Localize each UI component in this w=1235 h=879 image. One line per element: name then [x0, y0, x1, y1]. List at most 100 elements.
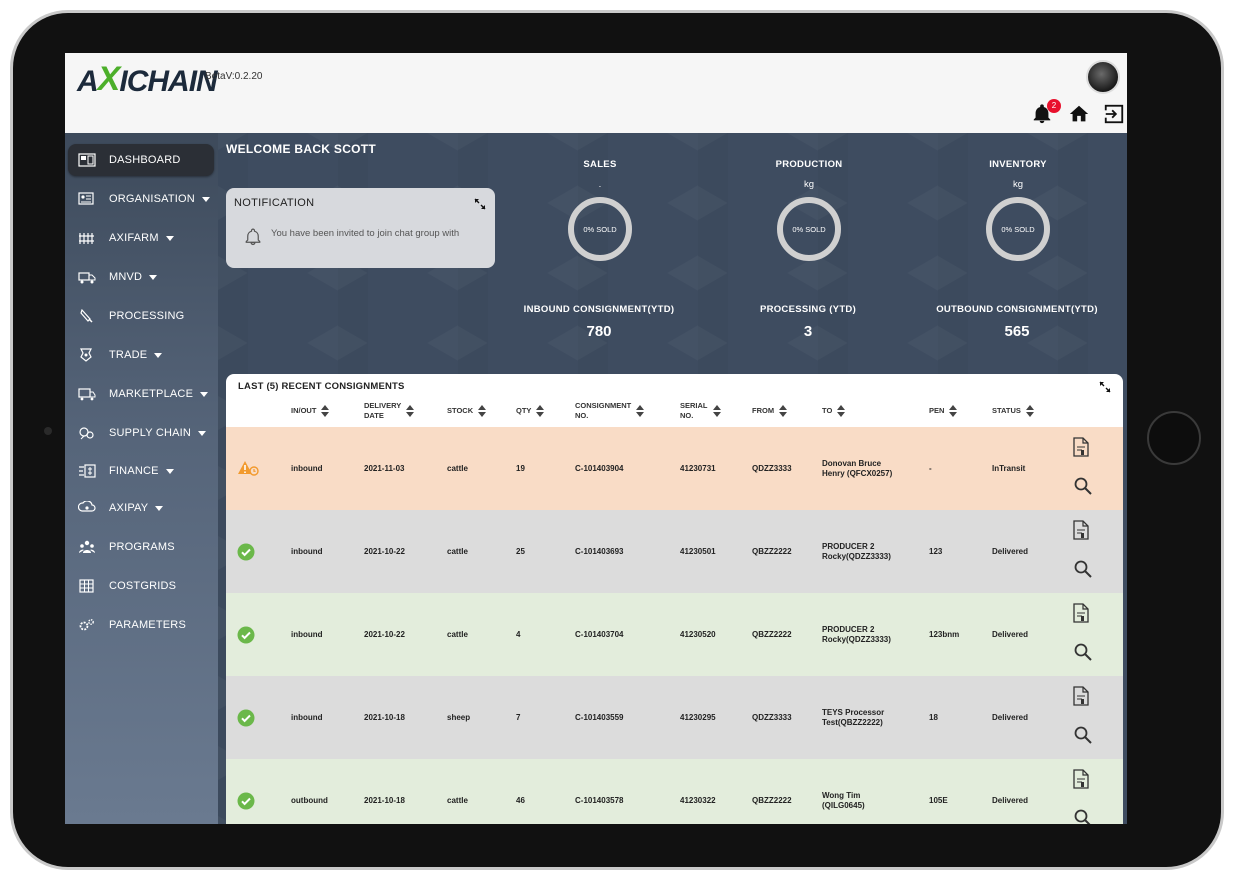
column-header-inout[interactable]: IN/OUT: [291, 405, 330, 417]
column-header-serial-no[interactable]: SERIAL NO.: [680, 401, 721, 421]
cell-pen: 123: [929, 546, 943, 556]
sidebar-item-dashboard[interactable]: DASHBOARD: [68, 144, 214, 176]
header-label: SERIAL NO.: [680, 401, 708, 421]
cell-to-line: Henry (QFCX0257): [822, 468, 893, 478]
warning-icon: [237, 460, 259, 478]
header-label: IN/OUT: [291, 406, 317, 415]
sidebar-item-organisation[interactable]: ORGANISATION: [68, 183, 214, 215]
chevron-down-icon: [149, 274, 158, 280]
cell-serial: 41230731: [680, 463, 716, 473]
cell-date: 2021-11-03: [364, 463, 405, 473]
cell-date: 2021-10-18: [364, 795, 405, 805]
table-row[interactable]: inbound 2021-10-22 cattle 4 C-101403704 41230…: [226, 593, 1123, 676]
cell-date: 2021-10-22: [364, 546, 405, 556]
column-header-to[interactable]: TO: [822, 405, 846, 417]
notification-count-badge: 2: [1047, 99, 1061, 113]
sidebar-item-processing[interactable]: PROCESSING: [68, 300, 214, 332]
logo-text-a: A: [77, 65, 99, 98]
sidebar-item-trade[interactable]: TRADE: [68, 339, 214, 371]
search-icon[interactable]: [1074, 809, 1092, 824]
sort-icon: [636, 405, 645, 417]
expand-icon[interactable]: [1099, 380, 1111, 393]
stat-title-sales: SALES: [583, 159, 617, 170]
column-header-pen[interactable]: PEN: [929, 405, 958, 417]
donut-label: 0% SOLD: [583, 224, 617, 234]
cell-status: InTransit: [992, 463, 1026, 473]
document-icon[interactable]: [1072, 686, 1090, 706]
expand-icon[interactable]: [474, 197, 486, 210]
donut-label: 0% SOLD: [792, 224, 826, 234]
document-icon[interactable]: [1072, 603, 1090, 623]
cell-inout: inbound: [291, 629, 323, 639]
app-logo[interactable]: A X ICHAIN: [77, 59, 218, 99]
sales-donut: 0% SOLD: [568, 197, 632, 261]
logout-icon[interactable]: [1103, 103, 1125, 125]
table-row[interactable]: inbound 2021-10-18 sheep 7 C-101403559 412302…: [226, 676, 1123, 759]
welcome-heading: WELCOME BACK SCOTT: [226, 142, 377, 156]
sidebar-item-marketplace[interactable]: MARKETPLACE: [68, 378, 214, 410]
sidebar-item-mnvd[interactable]: MNVD: [68, 261, 214, 293]
inventory-donut: 0% SOLD: [986, 197, 1050, 261]
axipay-icon: [78, 500, 96, 516]
sidebar-item-label: SUPPLY CHAIN: [109, 427, 192, 439]
home-icon[interactable]: [1068, 103, 1090, 125]
cell-to: Donovan Bruce Henry (QFCX0257): [822, 459, 892, 479]
grid-icon: [78, 578, 96, 594]
header-label: PEN: [929, 406, 945, 415]
column-header-from[interactable]: FROM: [752, 405, 788, 417]
sidebar-item-axipay[interactable]: AXIPAY: [68, 492, 214, 524]
tablet-home-button[interactable]: [1147, 411, 1201, 465]
cell-status: Delivered: [992, 546, 1029, 556]
cell-inout: inbound: [291, 712, 323, 722]
column-header-delivery-date[interactable]: DELIVERY DATE: [364, 401, 415, 421]
cell-from: QBZZ2222: [752, 629, 792, 639]
table-row[interactable]: inbound 2021-11-03 cattle 19 C-101403904 4123…: [226, 427, 1123, 510]
sidebar-item-finance[interactable]: FINANCE: [68, 455, 214, 487]
column-header-stock[interactable]: STOCK: [447, 405, 487, 417]
sidebar-item-supply-chain[interactable]: SUPPLY CHAIN: [68, 417, 214, 449]
sidebar-item-parameters[interactable]: PARAMETERS: [68, 609, 214, 641]
cell-consignment: C-101403693: [575, 546, 624, 556]
cell-pen: 18: [929, 712, 938, 722]
cell-consignment: C-101403559: [575, 712, 624, 722]
organisation-icon: [78, 191, 96, 207]
cell-to: TEYS Processor Test(QBZZ2222): [822, 708, 884, 728]
search-icon[interactable]: [1074, 643, 1092, 661]
sidebar-item-costgrids[interactable]: COSTGRIDS: [68, 570, 214, 602]
cell-stock: sheep: [447, 712, 471, 722]
table-row[interactable]: outbound 2021-10-18 cattle 46 C-101403578 412…: [226, 759, 1123, 824]
column-header-qty[interactable]: QTY: [516, 405, 545, 417]
chevron-down-icon: [154, 352, 163, 358]
donut-label: 0% SOLD: [1001, 224, 1035, 234]
header-label-line: NO.: [680, 411, 694, 420]
sort-icon: [779, 405, 788, 417]
kpi-value-processing: 3: [803, 323, 813, 340]
search-icon[interactable]: [1074, 560, 1092, 578]
notifications-bell-icon[interactable]: [1031, 103, 1053, 125]
header-label: FROM: [752, 406, 775, 415]
column-header-status[interactable]: STATUS: [992, 405, 1034, 417]
notification-message[interactable]: You have been invited to join chat group…: [271, 228, 460, 239]
cell-stock: cattle: [447, 546, 468, 556]
cell-consignment: C-101403578: [575, 795, 624, 805]
cell-qty: 25: [516, 546, 525, 556]
cell-to-line: Rocky(QDZZ3333): [822, 551, 891, 561]
search-icon[interactable]: [1074, 726, 1092, 744]
sidebar-item-axifarm[interactable]: AXIFARM: [68, 222, 214, 254]
cell-from: QBZZ2222: [752, 795, 792, 805]
cell-inout: inbound: [291, 546, 323, 556]
header-label-line: NO.: [575, 411, 589, 420]
sidebar-item-label: AXIPAY: [109, 502, 149, 514]
sidebar-item-label: DASHBOARD: [109, 154, 181, 166]
avatar[interactable]: [1086, 60, 1120, 94]
search-icon[interactable]: [1074, 477, 1092, 495]
table-row[interactable]: inbound 2021-10-22 cattle 25 C-101403693 4123…: [226, 510, 1123, 593]
document-icon[interactable]: [1072, 520, 1090, 540]
cell-serial: 41230295: [680, 712, 716, 722]
document-icon[interactable]: [1072, 437, 1090, 457]
sidebar-item-programs[interactable]: PROGRAMS: [68, 531, 214, 563]
document-icon[interactable]: [1072, 769, 1090, 789]
column-header-consignment-no[interactable]: CONSIGNMENT NO.: [575, 401, 645, 421]
check-circle-icon: [237, 543, 255, 561]
cell-to-line: Rocky(QDZZ3333): [822, 634, 891, 644]
